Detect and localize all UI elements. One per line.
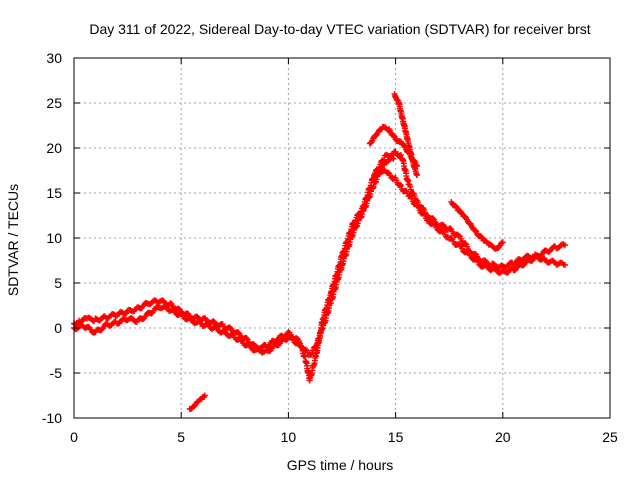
data-point	[473, 256, 479, 263]
data-point	[453, 204, 460, 211]
data-point	[390, 155, 397, 162]
x-tick-label: 0	[70, 429, 78, 445]
data-points	[71, 91, 568, 412]
y-tick-label: 15	[46, 185, 62, 201]
data-point	[312, 343, 319, 350]
data-point	[462, 213, 469, 220]
y-tick-label: 5	[54, 275, 62, 291]
chart-title: Day 311 of 2022, Sidereal Day-to-day VTE…	[89, 21, 590, 37]
data-point	[167, 300, 174, 307]
x-tick-label: 20	[495, 429, 511, 445]
data-point	[447, 225, 454, 232]
y-tick-label: 0	[54, 320, 62, 336]
y-tick-label: 30	[46, 50, 62, 66]
series-1	[71, 154, 397, 359]
data-point	[390, 132, 397, 139]
axis-ticks: 0 5 10 15 20 25 -10 -5 0 5 10 15 20 25 30	[42, 50, 618, 445]
data-point	[302, 346, 309, 353]
y-axis-label: SDTVAR / TECUs	[5, 184, 21, 296]
x-tick-label: 5	[177, 429, 185, 445]
x-tick-label: 15	[388, 429, 404, 445]
data-point	[201, 392, 208, 399]
x-tick-label: 25	[602, 429, 618, 445]
data-point	[462, 240, 469, 247]
data-point	[499, 239, 506, 246]
data-point	[456, 242, 463, 249]
data-point	[448, 235, 455, 242]
y-tick-label: -10	[42, 410, 62, 426]
grid-lines	[74, 58, 610, 418]
series-6	[186, 392, 208, 412]
y-tick-label: -5	[50, 365, 63, 381]
series-4	[391, 91, 421, 178]
y-tick-label: 25	[46, 95, 62, 111]
data-point	[397, 151, 404, 158]
data-point	[296, 339, 303, 346]
x-axis-label: GPS time / hours	[287, 457, 394, 473]
data-point	[414, 172, 421, 178]
series-2	[371, 166, 568, 276]
data-point	[464, 248, 471, 255]
data-point	[397, 181, 404, 188]
series-5	[448, 199, 506, 252]
data-point	[472, 227, 479, 234]
data-point	[455, 232, 462, 239]
x-tick-label: 10	[281, 429, 297, 445]
data-point	[452, 203, 459, 210]
y-tick-label: 20	[46, 140, 62, 156]
data-point	[561, 242, 568, 249]
y-tick-label: 10	[46, 230, 62, 246]
data-point	[561, 262, 568, 268]
data-point	[398, 182, 405, 189]
